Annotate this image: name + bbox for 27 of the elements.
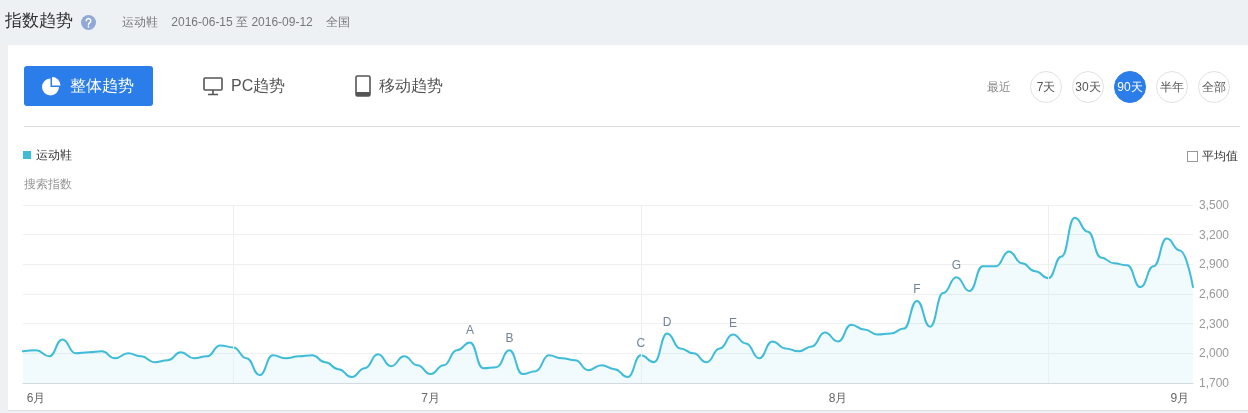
chart-title: 指数趋势 (5, 11, 73, 30)
annotation: F (913, 281, 921, 296)
annotation: A (465, 323, 474, 338)
y-tick-label: 3,500 (1199, 198, 1230, 212)
y-tick-label: 2,900 (1199, 257, 1230, 272)
annotation: D (662, 314, 672, 329)
annotation: C (636, 336, 646, 351)
y-tick-label: 1,700 (1199, 376, 1230, 390)
text: 平均值 (1202, 149, 1238, 163)
x-tick-label: 8月 (828, 391, 848, 405)
text: PC趋势 (231, 77, 286, 94)
text: 最近 (987, 80, 1011, 94)
annotation: E (728, 315, 737, 330)
x-tick-label: 6月 (26, 391, 46, 405)
annotation: G (951, 258, 962, 273)
x-tick-label: 9月 (1170, 391, 1190, 405)
y-axis-title: 搜索指数 (24, 177, 72, 191)
annotation: B (505, 331, 514, 346)
y-tick-label: 2,000 (1199, 346, 1230, 361)
x-tick-label: 7月 (421, 391, 440, 405)
text: 移动趋势 (379, 77, 443, 94)
tab-button: 整体趋势 (24, 66, 153, 106)
y-tick-label: 3,200 (1199, 227, 1230, 242)
y-tick-label: 2,600 (1199, 287, 1230, 301)
y-tick-label: 2,300 (1199, 316, 1230, 331)
legend-label: 运动鞋 (36, 148, 72, 162)
chart-subtitle: 运动鞋 2016-06-15 至 2016-09-12 全国 (122, 15, 351, 29)
